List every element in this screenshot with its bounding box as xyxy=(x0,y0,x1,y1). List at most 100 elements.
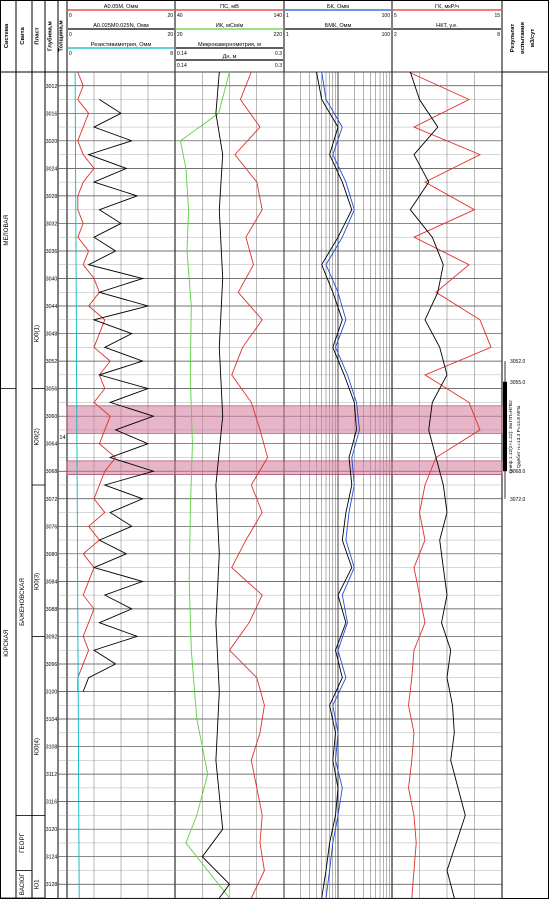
test-interval-label: 3052.0 xyxy=(510,359,526,365)
depth-tick-label: 3092 xyxy=(46,634,58,640)
header-scale-min: 0 xyxy=(69,13,72,19)
test-result-note: Qнеф 1.12(2+1.22): 3м ПП=НГВ2 xyxy=(508,400,514,474)
column-header: Свита xyxy=(20,27,26,45)
header-scale-max: 8 xyxy=(497,32,500,38)
header-scale-max: 20 xyxy=(167,32,173,38)
depth-tick-label: 3044 xyxy=(46,304,58,310)
depth-tick-label: 3108 xyxy=(46,745,58,751)
header-scale-min: 1 xyxy=(286,32,289,38)
suite-label: БАЖЕНОВСКАЯ xyxy=(19,578,26,626)
layer-label: Ю0(2) xyxy=(34,428,41,445)
depth-tick-label: 3080 xyxy=(46,552,58,558)
header-scale-min: 1 xyxy=(286,13,289,19)
text-layer: A0.05M, Омм 0 20 A0.025M0.025N, Омм 0 20 Резис… xyxy=(3,4,536,895)
depth-tick-label: 3024 xyxy=(46,166,58,172)
depth-tick-label: 3028 xyxy=(46,194,58,200)
curve-sp_induction xyxy=(179,71,230,899)
depth-tick-label: 3048 xyxy=(46,332,58,338)
curve-sp_induction xyxy=(228,71,269,899)
depth-tick-label: 3040 xyxy=(46,277,58,283)
header-scale-max: 100 xyxy=(382,13,391,19)
layer-label: Ю1 xyxy=(34,879,41,889)
depth-tick-label: 3068 xyxy=(46,469,58,475)
depth-tick-label: 3072 xyxy=(46,497,58,503)
header-scale-max: 140 xyxy=(274,13,283,19)
layer-label: Ю0(3) xyxy=(34,573,41,590)
depth-tick-label: 3020 xyxy=(46,139,58,145)
column-header: Пласт xyxy=(35,27,41,44)
depth-tick-label: 3032 xyxy=(46,221,58,227)
curve-laterolog xyxy=(321,71,360,899)
header-curve-name: НКТ, у.е. xyxy=(436,23,458,29)
header-scale-max: 100 xyxy=(382,32,391,38)
header-scale-min: 20 xyxy=(177,32,183,38)
header-scale-max: 0.3 xyxy=(275,51,282,57)
header-scale-min: 0 xyxy=(69,51,72,57)
test-interval-label: 3068.0 xyxy=(510,469,526,475)
header-scale-max: 20 xyxy=(167,13,173,19)
depth-tick-label: 3016 xyxy=(46,111,58,117)
depth-tick-label: 3036 xyxy=(46,249,58,255)
layer-label: Ю0(4) xyxy=(34,738,41,755)
depth-tick-label: 3124 xyxy=(46,855,58,861)
test-interval-label: 3072.0 xyxy=(510,497,526,503)
header-scale-min: 0.14 xyxy=(177,63,187,69)
curve-sp_induction xyxy=(201,71,231,899)
depth-tick-label: 3056 xyxy=(46,387,58,393)
header-scale-min: 40 xyxy=(177,13,183,19)
suite-label: ГЕОРГ xyxy=(19,832,26,852)
header-curve-name: Дн, м xyxy=(223,54,237,60)
header-scale-max: 15 xyxy=(494,13,500,19)
depth-tick-label: 3112 xyxy=(46,772,57,778)
curve-resistivity xyxy=(74,71,80,899)
header-scale-max: 0.3 xyxy=(275,63,282,69)
depth-tick-label: 3096 xyxy=(46,662,58,668)
result-column-header: испытания xyxy=(520,22,526,54)
header-curve-name: Резистивиметрия, Омм xyxy=(91,42,152,48)
curve-resistivity xyxy=(77,71,117,692)
header-curve-name: БМК, Омм xyxy=(325,23,352,29)
header-curve-name: Микрокавернометрия, м xyxy=(198,42,261,48)
highlight-interval xyxy=(66,405,503,434)
header-scale-max: 8 xyxy=(170,51,173,57)
depth-tick-label: 3116 xyxy=(46,800,57,806)
header-curve-name: ГК, мкР/ч xyxy=(435,4,459,10)
system-label: МЕЛОВАЯ xyxy=(3,215,10,246)
curves-layer xyxy=(74,71,507,899)
depth-tick-label: 3100 xyxy=(46,690,58,696)
depth-tick-label: 3012 xyxy=(46,84,58,90)
test-interval-label: 3055.0 xyxy=(510,380,526,386)
depth-tick-label: 3052 xyxy=(46,359,58,365)
depth-tick-label: 3084 xyxy=(46,579,58,585)
header-scale-min: 0.14 xyxy=(177,51,187,57)
header-curve-name: БК, Омм xyxy=(327,4,349,10)
curve-radioactivity xyxy=(409,71,466,899)
header-curve-name: A0.05M, Омм xyxy=(104,4,139,10)
header-scale-max: 220 xyxy=(274,32,283,38)
thickness-label: 14 xyxy=(59,435,65,441)
depth-tick-label: 3060 xyxy=(46,414,58,420)
header-scale-min: 0 xyxy=(69,32,72,38)
suite-label: ВАСЮГ xyxy=(19,873,26,896)
system-label: ЮРСКАЯ xyxy=(3,630,10,657)
header-curve-name: A0.025M0.025N, Омм xyxy=(93,23,149,29)
result-column-header: м3/сут xyxy=(530,29,536,48)
layer-label: Ю0(1) xyxy=(34,325,41,342)
test-result-note: Qдебит н.=13.3 Р=14.8 МПа xyxy=(516,405,522,468)
column-header: Система xyxy=(4,23,10,48)
curve-resistivity xyxy=(82,99,155,692)
depth-tick-label: 3120 xyxy=(46,827,58,833)
depth-tick-label: 3104 xyxy=(46,717,58,723)
curve-laterolog xyxy=(316,71,357,899)
highlight-interval xyxy=(66,460,503,475)
highlight-layer xyxy=(66,405,503,475)
depth-tick-label: 3128 xyxy=(46,882,58,888)
depth-tick-label: 3064 xyxy=(46,442,58,448)
header-curve-name: ИК, мСм/м xyxy=(216,23,244,29)
depth-tick-label: 3076 xyxy=(46,524,58,530)
curve-radioactivity xyxy=(408,71,492,899)
header-scale-min: 5 xyxy=(394,13,397,19)
